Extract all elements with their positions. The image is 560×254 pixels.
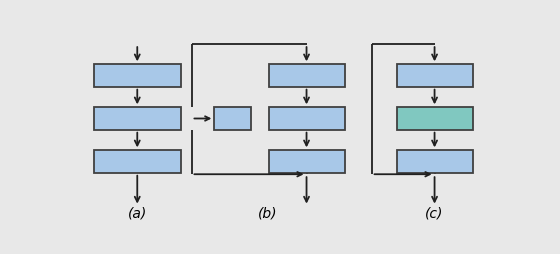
Bar (94, 64, 181, 87)
Bar (396, 150, 473, 173)
Text: (b): (b) (258, 206, 277, 220)
Bar (94, 150, 181, 173)
Bar (269, 150, 344, 173)
Bar (94, 107, 181, 130)
Text: (a): (a) (128, 206, 147, 220)
Bar (269, 64, 344, 87)
Bar (396, 107, 473, 130)
Bar (214, 107, 251, 130)
Bar (269, 107, 344, 130)
Bar (396, 64, 473, 87)
Text: (c): (c) (426, 206, 444, 220)
